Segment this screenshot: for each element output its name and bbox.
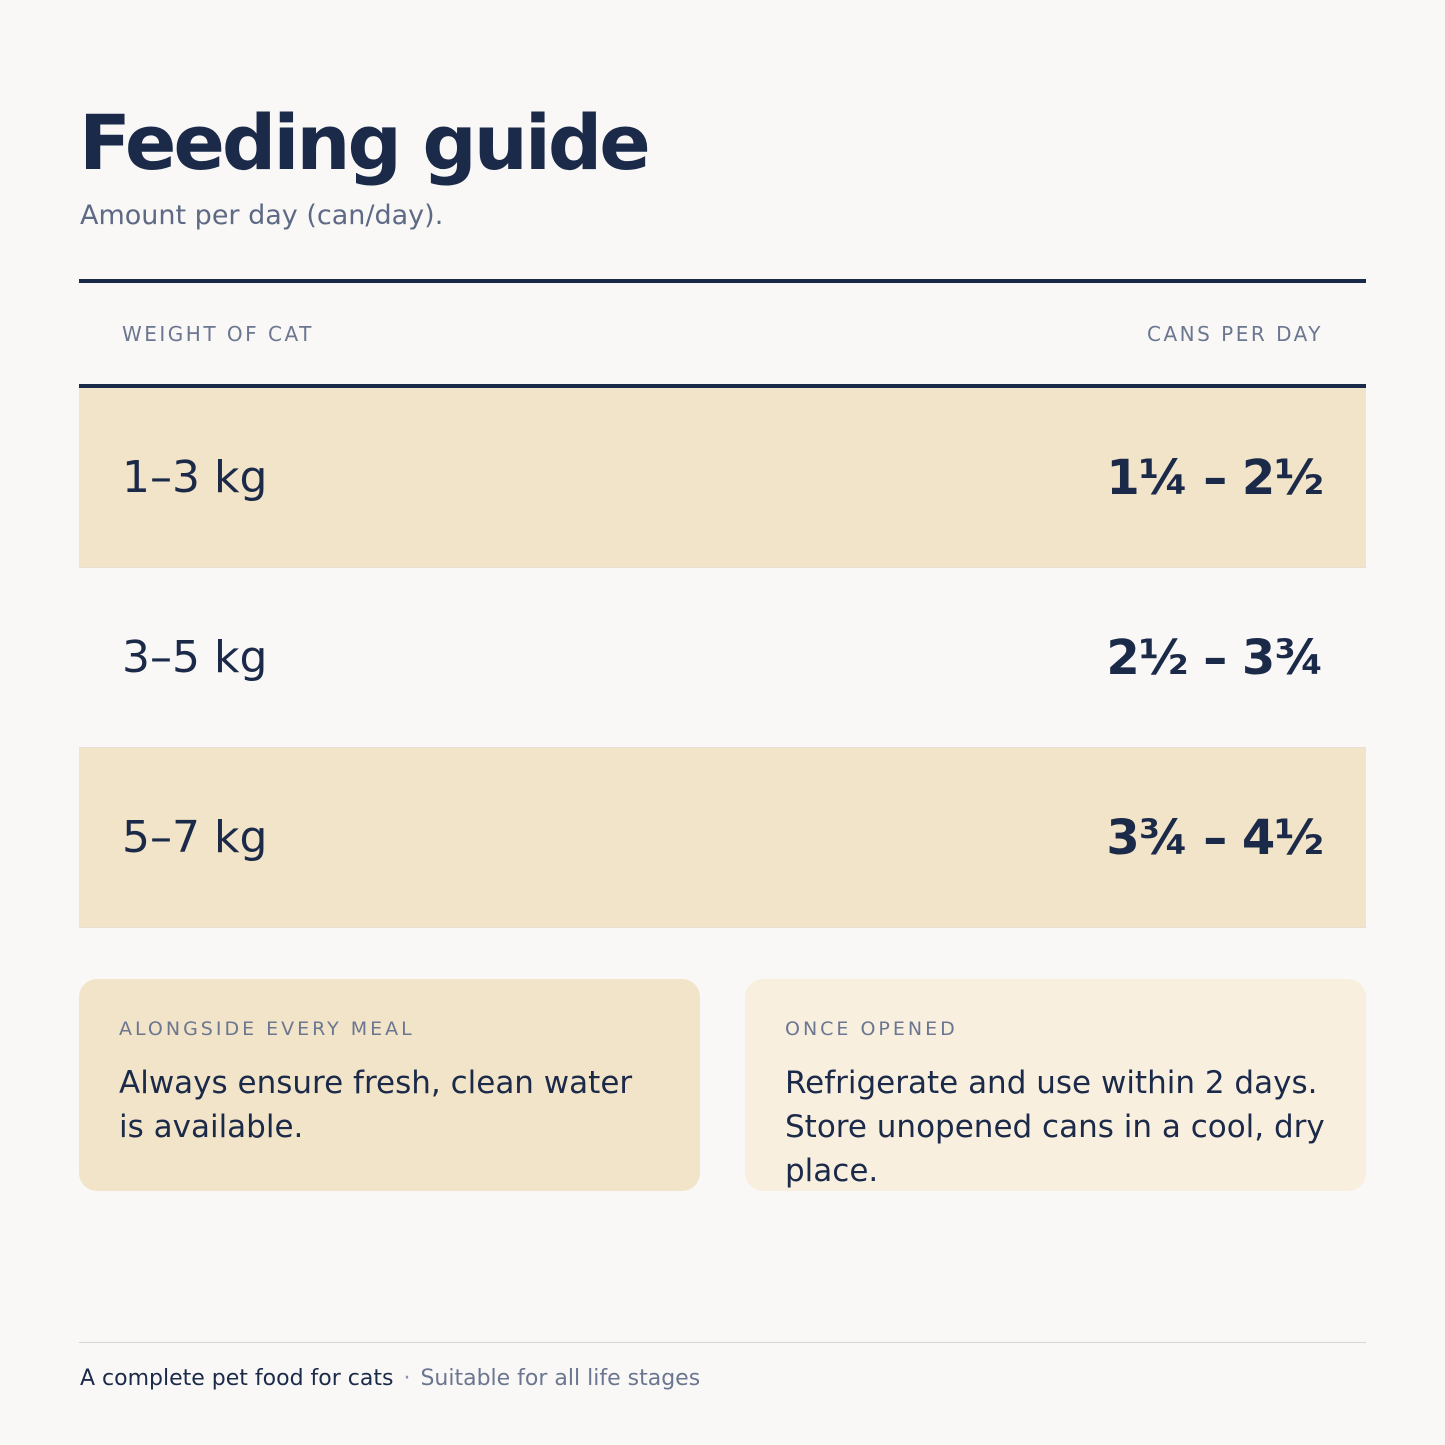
page-subtitle: Amount per day (can/day). [80, 200, 444, 231]
row-cans: 1¼ – 2½ [1106, 449, 1324, 506]
card-text: Always ensure fresh, clean water is avai… [119, 1065, 633, 1145]
footer-divider [79, 1342, 1366, 1343]
table-row: 5–7 kg 3¾ – 4½ [79, 748, 1366, 928]
column-header-weight: WEIGHT OF CAT [122, 321, 314, 346]
water-note-card: ALONGSIDE EVERY MEAL Always ensure fresh… [79, 979, 700, 1191]
storage-note-card: ONCE OPENED Refrigerate and use within 2… [745, 979, 1366, 1191]
card-text: Refrigerate and use within 2 days. Store… [785, 1065, 1325, 1189]
page-title: Feeding guide [79, 98, 651, 187]
footer-separator: · [403, 1366, 411, 1391]
row-weight: 3–5 kg [122, 632, 268, 683]
row-cans: 2½ – 3¾ [1106, 629, 1324, 686]
table-header: WEIGHT OF CAT CANS PER DAY [79, 283, 1366, 388]
column-header-cans: CANS PER DAY [1146, 321, 1323, 346]
footer-primary-text: A complete pet food for cats [80, 1366, 394, 1391]
table-row: 1–3 kg 1¼ – 2½ [79, 388, 1366, 568]
feeding-table: WEIGHT OF CAT CANS PER DAY 1–3 kg 1¼ – 2… [79, 279, 1366, 928]
card-label: ALONGSIDE EVERY MEAL [119, 1018, 415, 1040]
footer-secondary-text: Suitable for all life stages [420, 1366, 701, 1391]
footer: A complete pet food for cats · Suitable fo… [80, 1364, 700, 1394]
row-weight: 1–3 kg [122, 452, 268, 503]
table-row: 3–5 kg 2½ – 3¾ [79, 568, 1366, 748]
row-weight: 5–7 kg [122, 812, 268, 863]
row-cans: 3¾ – 4½ [1106, 809, 1324, 866]
card-label: ONCE OPENED [785, 1018, 958, 1040]
